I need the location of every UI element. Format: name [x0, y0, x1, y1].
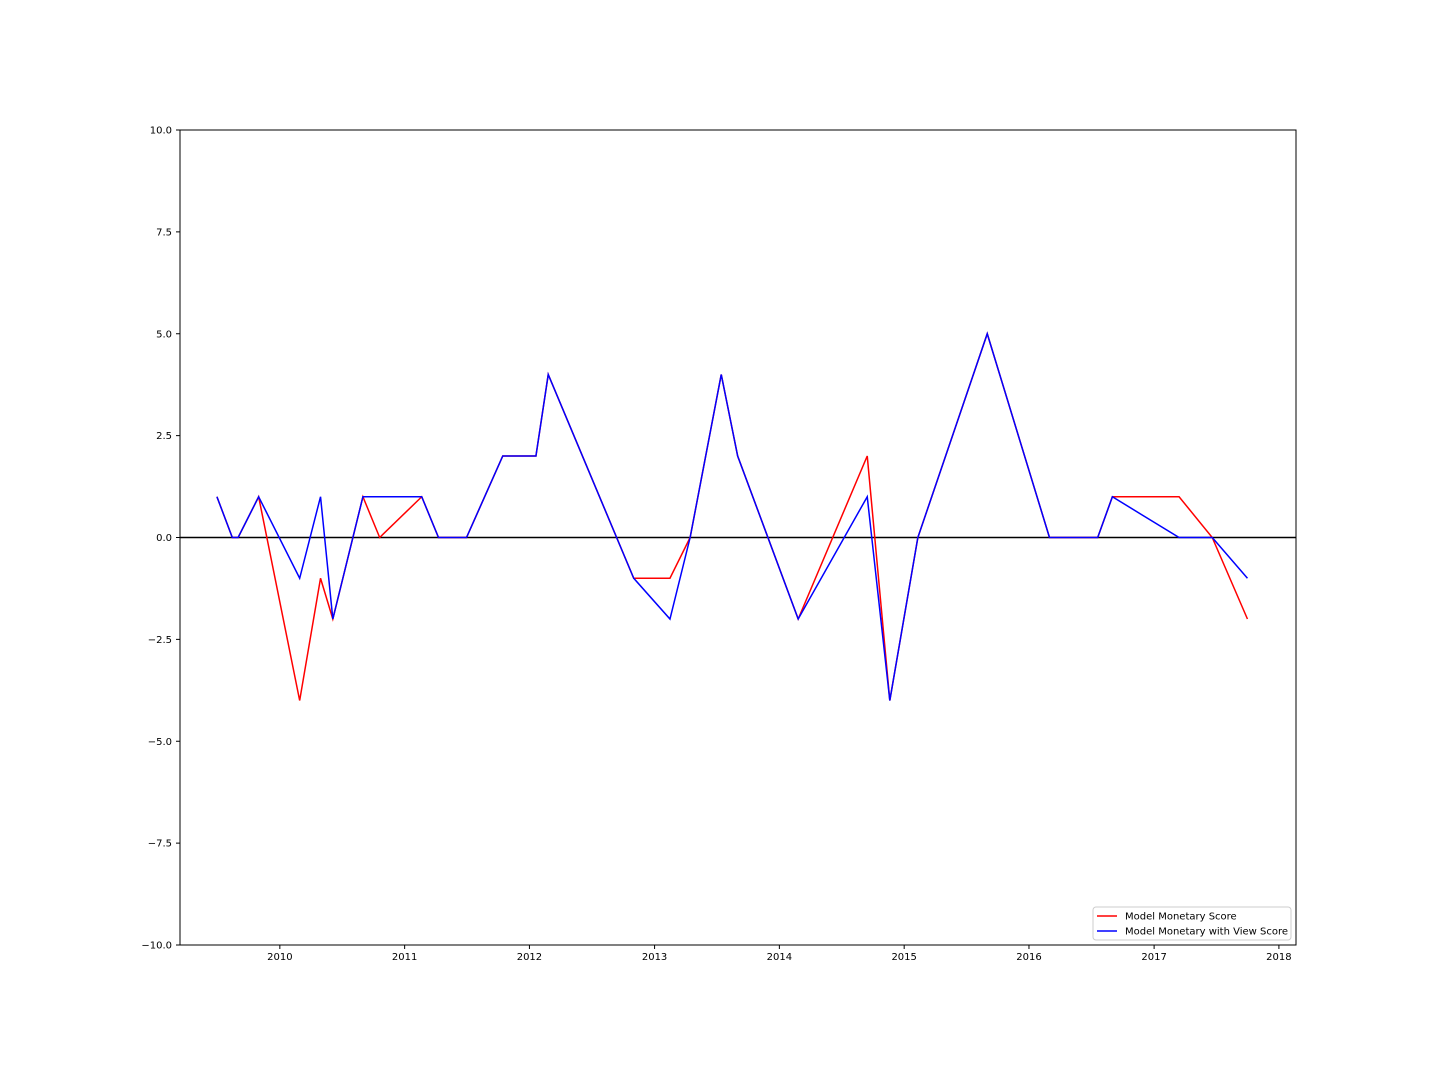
x-tick-label: 2014 [767, 952, 792, 963]
legend: Model Monetary Score Model Monetary with … [1092, 906, 1292, 941]
y-tick-label: 10.0 [150, 126, 172, 137]
legend-label: Model Monetary with View Score [1125, 927, 1288, 938]
x-tick-label: 2016 [1016, 952, 1041, 963]
series-line-1 [216, 331, 1249, 701]
series-line-0 [216, 331, 1249, 701]
y-tick-label: −10.0 [141, 941, 172, 952]
x-tick-label: 2018 [1266, 952, 1291, 963]
y-tick-label: 0.0 [156, 533, 172, 544]
y-tick-label: −5.0 [148, 737, 172, 748]
y-tick-label: −2.5 [148, 635, 172, 646]
plot-area: −10.0 −7.5 −5.0 −2.5 0.0 2.5 5.0 7.5 10.0 2010 201… [141, 126, 1297, 963]
x-tick-label: 2013 [642, 952, 667, 963]
x-tick-label: 2011 [392, 952, 417, 963]
y-tick-label: −7.5 [148, 839, 172, 850]
x-tick-label: 2015 [891, 952, 916, 963]
x-tick-label: 2017 [1141, 952, 1166, 963]
x-tick-label: 2010 [267, 952, 292, 963]
y-tick-label: 2.5 [156, 431, 172, 442]
legend-box [1092, 906, 1292, 941]
y-tick-label: 5.0 [156, 329, 172, 340]
x-tick-label: 2012 [517, 952, 542, 963]
legend-label: Model Monetary Score [1125, 912, 1237, 923]
y-tick-label: 7.5 [156, 227, 172, 238]
